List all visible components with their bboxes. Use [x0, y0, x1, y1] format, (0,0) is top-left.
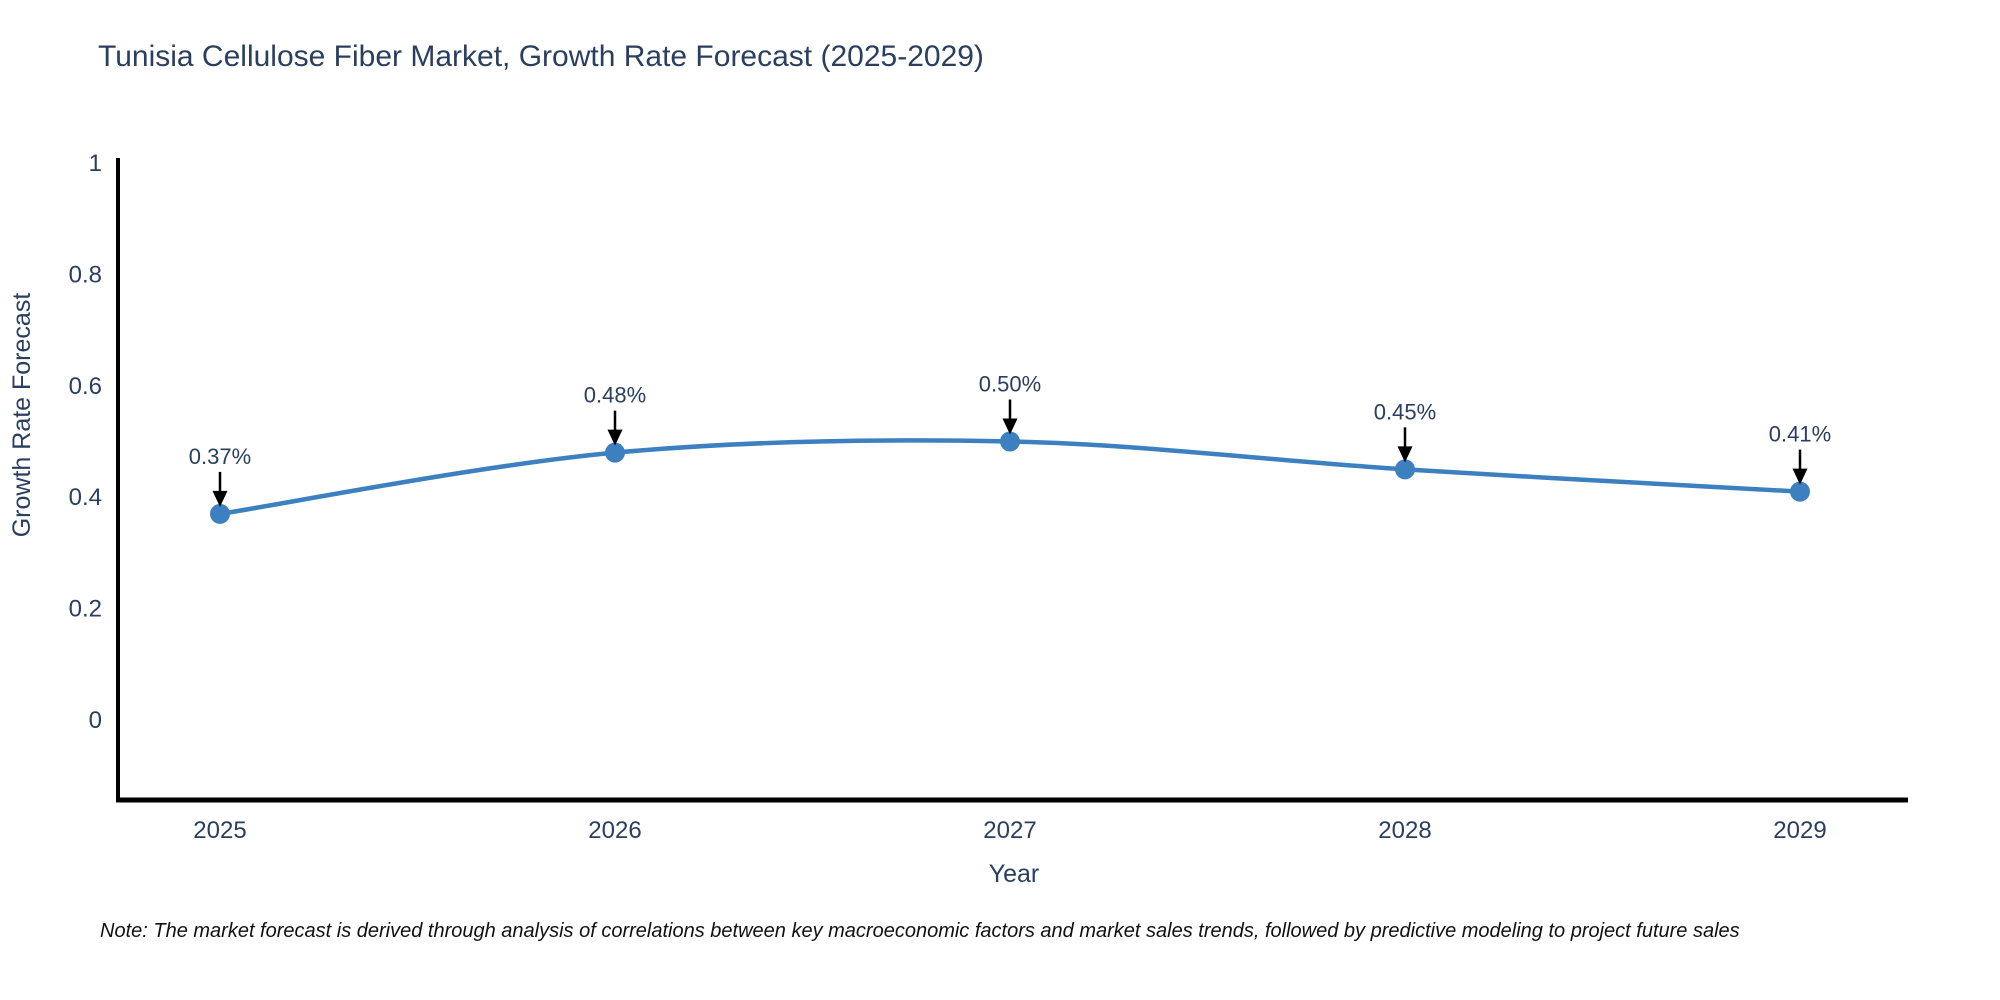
data-point-marker [210, 503, 230, 524]
annotation-arrowhead [212, 490, 228, 507]
annotation-label: 0.41% [1769, 422, 1831, 447]
data-point-marker [1395, 459, 1415, 480]
footnote: Note: The market forecast is derived thr… [100, 920, 1740, 942]
y-tick-label: 0.4 [69, 484, 102, 511]
y-tick-label: 0.6 [69, 373, 102, 400]
annotation-label: 0.37% [189, 444, 251, 469]
annotation-label: 0.50% [979, 372, 1041, 397]
y-tick-label: 0 [89, 707, 102, 734]
x-axis-title: Year [989, 860, 1040, 888]
y-axis-title: Growth Rate Forecast [8, 293, 36, 538]
y-axis-tick-labels: 0 0.2 0.4 0.6 0.8 1 [69, 150, 102, 734]
growth-rate-series [210, 431, 1810, 524]
annotation-arrowhead [1792, 468, 1808, 485]
x-tick-label: 2029 [1773, 817, 1826, 844]
annotation-arrowhead [607, 429, 623, 446]
x-tick-label: 2028 [1378, 817, 1431, 844]
data-point-marker [605, 442, 625, 463]
x-axis-tick-labels: 2025 2026 2027 2028 2029 [193, 817, 1826, 844]
y-tick-label: 0.8 [69, 261, 102, 288]
annotation-arrowhead [1397, 446, 1413, 463]
x-tick-label: 2026 [588, 817, 641, 844]
annotation-label: 0.48% [584, 383, 646, 408]
y-tick-label: 1 [89, 150, 102, 177]
annotation-arrowhead [1002, 418, 1018, 435]
chart-title: Tunisia Cellulose Fiber Market, Growth R… [98, 40, 984, 73]
x-tick-label: 2027 [983, 817, 1036, 844]
x-tick-label: 2025 [193, 817, 246, 844]
data-point-marker [1790, 481, 1810, 502]
annotation-label: 0.45% [1374, 399, 1436, 424]
y-tick-label: 0.2 [69, 596, 102, 623]
data-point-marker [1000, 431, 1020, 452]
data-point-annotations: 0.37% 0.48% 0.50% 0.45% 0.41% [189, 372, 1831, 507]
